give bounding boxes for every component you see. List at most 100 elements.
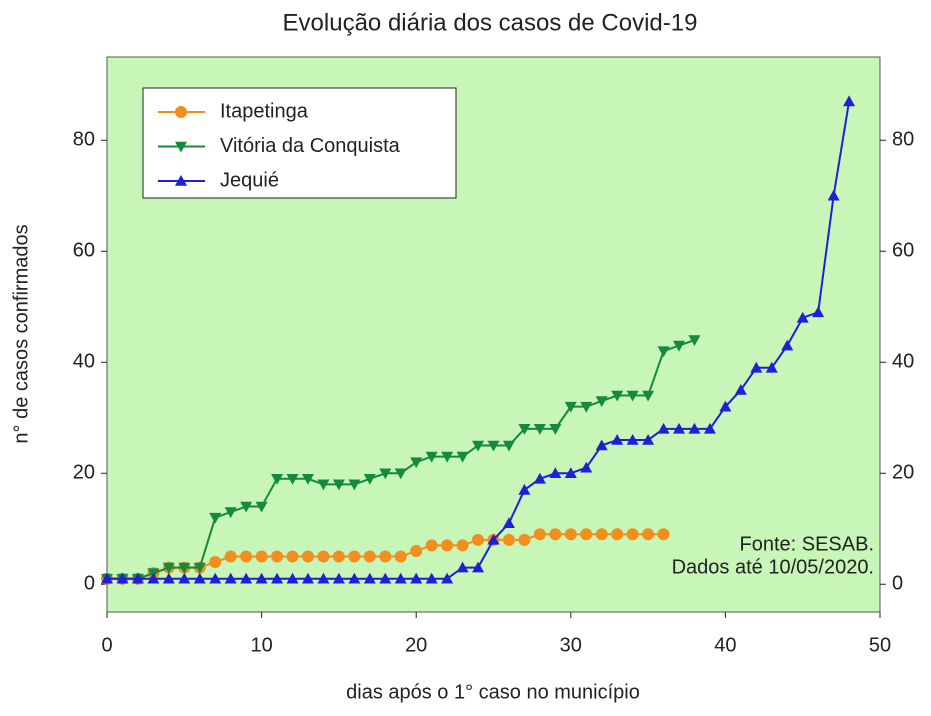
marker (286, 550, 299, 563)
marker (224, 550, 237, 563)
marker (533, 528, 546, 541)
y-tick-label: 20 (73, 462, 95, 484)
legend-label: Vitória da Conquista (220, 135, 401, 157)
y2-tick-label: 80 (892, 129, 914, 151)
marker (271, 550, 284, 563)
marker (611, 433, 624, 445)
marker (301, 572, 314, 584)
marker (271, 572, 284, 584)
marker (255, 550, 268, 563)
marker (193, 562, 206, 574)
marker (642, 390, 655, 402)
marker (595, 396, 608, 408)
y-tick-label: 0 (84, 573, 95, 595)
marker (673, 422, 686, 434)
marker (410, 572, 423, 584)
y-tick-label: 40 (73, 351, 95, 373)
marker (487, 533, 500, 545)
marker (348, 479, 361, 491)
marker (549, 467, 562, 479)
marker (332, 479, 345, 491)
marker (193, 572, 206, 584)
marker (410, 544, 423, 557)
marker (812, 306, 825, 318)
marker (595, 439, 608, 451)
marker (827, 189, 840, 201)
marker (765, 361, 778, 373)
legend-marker (175, 106, 187, 118)
marker (363, 550, 376, 563)
chart-title: Evolução diária dos casos de Covid-19 (283, 9, 698, 36)
marker (502, 517, 515, 528)
marker (224, 572, 237, 584)
marker (626, 528, 639, 541)
marker (255, 501, 268, 513)
x-tick-label: 40 (714, 634, 736, 656)
marker (657, 528, 670, 541)
marker (642, 528, 655, 541)
marker (580, 461, 593, 473)
marker (472, 440, 485, 452)
marker (162, 572, 175, 584)
marker (410, 457, 423, 469)
marker (611, 390, 624, 402)
marker (209, 572, 222, 584)
marker (240, 572, 253, 584)
marker (240, 501, 253, 513)
marker (271, 474, 284, 485)
marker (611, 528, 624, 541)
marker (564, 401, 577, 413)
marker (595, 528, 608, 541)
marker (719, 400, 732, 412)
marker (502, 533, 515, 546)
marker (441, 572, 454, 584)
y2-tick-label: 40 (892, 351, 914, 373)
y-axis-label: n° de casos confirmados (10, 224, 32, 443)
marker (116, 572, 129, 584)
x-tick-label: 20 (405, 634, 427, 656)
marker (456, 561, 469, 573)
marker (441, 451, 454, 463)
marker (688, 422, 701, 434)
x-axis-label: dias após o 1° caso no município (346, 681, 640, 703)
y-tick-label: 60 (73, 240, 95, 262)
marker (425, 572, 438, 584)
marker (549, 424, 562, 435)
marker (209, 556, 222, 569)
marker (379, 550, 392, 563)
marker (348, 572, 361, 584)
annotation: Fonte: SESAB. (739, 533, 874, 555)
marker (317, 479, 330, 491)
annotation: Dados até 10/05/2020. (672, 556, 874, 578)
marker (734, 384, 747, 395)
marker (533, 424, 546, 435)
marker (162, 562, 175, 574)
legend-label: Itapetinga (220, 100, 309, 122)
marker (549, 528, 562, 541)
marker (781, 339, 794, 351)
marker (332, 550, 345, 563)
marker (502, 440, 515, 452)
x-tick-label: 30 (560, 634, 582, 656)
legend-marker (175, 175, 187, 186)
marker (657, 422, 670, 434)
marker (363, 572, 376, 584)
marker (147, 572, 160, 584)
marker (472, 533, 485, 546)
marker (425, 451, 438, 463)
marker (564, 467, 577, 479)
marker (487, 440, 500, 452)
marker (178, 562, 191, 574)
marker (178, 572, 191, 584)
marker (301, 474, 314, 485)
marker (626, 390, 639, 402)
y2-tick-label: 60 (892, 240, 914, 262)
marker (441, 539, 454, 552)
marker (456, 451, 469, 463)
marker (518, 533, 531, 546)
marker (456, 539, 469, 552)
marker (796, 311, 809, 323)
legend-marker (175, 141, 187, 153)
marker (286, 474, 299, 485)
